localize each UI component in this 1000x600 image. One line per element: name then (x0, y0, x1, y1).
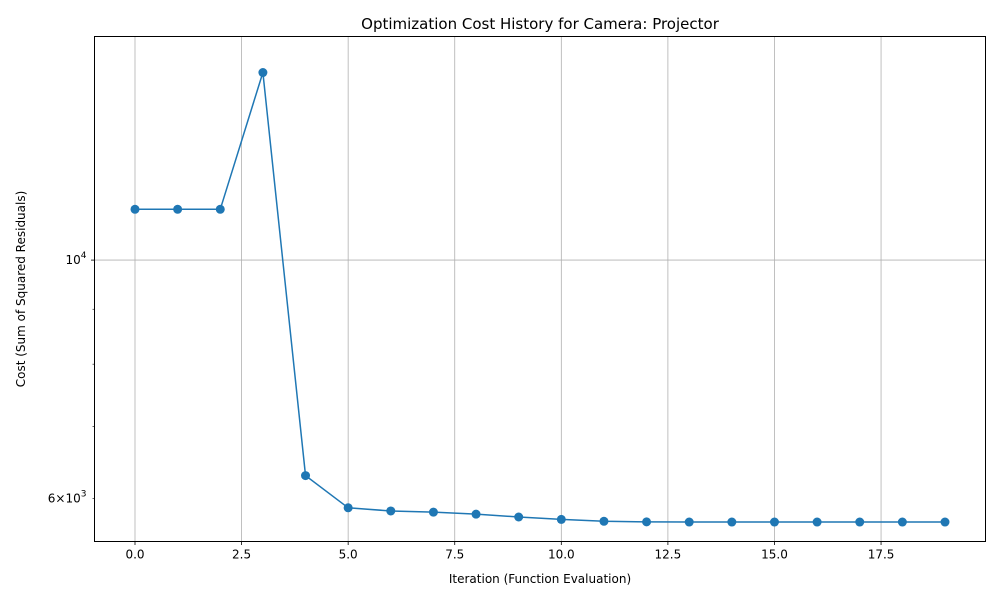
x-tick-label: 17.5 (868, 548, 895, 562)
data-point (684, 517, 694, 527)
data-point (514, 512, 524, 522)
data-point (215, 204, 225, 214)
data-point (428, 507, 438, 517)
x-tick-label: 12.5 (655, 548, 682, 562)
series-layer (130, 68, 950, 527)
x-tick-label: 5.0 (339, 548, 358, 562)
x-tick-label: 2.5 (232, 548, 251, 562)
data-point (471, 509, 481, 519)
data-point (897, 517, 907, 527)
plot-frame (94, 36, 986, 542)
data-point (343, 503, 353, 513)
y-axis-label: Cost (Sum of Squared Residuals) (14, 191, 28, 388)
x-tick-label: 0.0 (125, 548, 144, 562)
chart-title: Optimization Cost History for Camera: Pr… (361, 15, 720, 33)
data-point (769, 517, 779, 527)
cost-series-line (135, 72, 945, 523)
data-point (727, 517, 737, 527)
grid-lines (94, 36, 986, 542)
x-tick-label: 15.0 (761, 548, 788, 562)
data-point (812, 517, 822, 527)
y-axis-ticks: 104 6×103 (48, 251, 95, 505)
data-point (642, 517, 652, 527)
y-minor-tick-label: 6×103 (48, 489, 87, 505)
data-point (599, 516, 609, 526)
x-tick-label: 7.5 (445, 548, 464, 562)
data-point (940, 517, 950, 527)
data-point (855, 517, 865, 527)
data-point (556, 514, 566, 524)
x-axis-label: Iteration (Function Evaluation) (449, 572, 631, 586)
data-point (386, 506, 396, 516)
data-point (258, 68, 268, 78)
x-tick-label: 10.0 (548, 548, 575, 562)
data-point (301, 471, 311, 481)
x-axis-ticks: 0.0 2.5 5.0 7.5 10.0 12.5 15.0 17.5 (125, 541, 895, 562)
data-point (130, 204, 140, 214)
y-tick-label: 104 (65, 251, 86, 267)
data-point (173, 204, 183, 214)
